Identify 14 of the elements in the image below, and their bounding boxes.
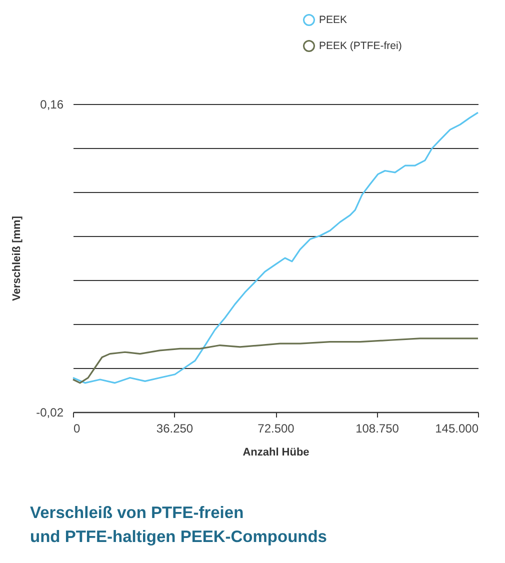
x-tick-label: 72.500 bbox=[258, 422, 295, 436]
line-series bbox=[72, 112, 479, 384]
x-tick-label: 36.250 bbox=[156, 422, 194, 436]
line-series bbox=[72, 338, 479, 384]
legend-label: PEEK bbox=[319, 14, 348, 26]
legend-label: PEEK (PTFE-frei) bbox=[319, 40, 402, 52]
x-tick-label: 145.000 bbox=[435, 422, 479, 436]
x-axis-title: Anzahl Hübe bbox=[242, 446, 310, 458]
x-tick-label: 108.750 bbox=[356, 422, 400, 436]
text: Verschleiß von PTFE-freien und PTFE-haltigen PEEK-Compounds bbox=[30, 504, 327, 546]
y-axis-title: Verschleiß [mm] bbox=[11, 216, 24, 301]
y-tick-label: 0,16 bbox=[40, 98, 64, 112]
y-tick-label: -0,02 bbox=[36, 406, 64, 420]
x-tick-label: 0 bbox=[74, 422, 80, 436]
